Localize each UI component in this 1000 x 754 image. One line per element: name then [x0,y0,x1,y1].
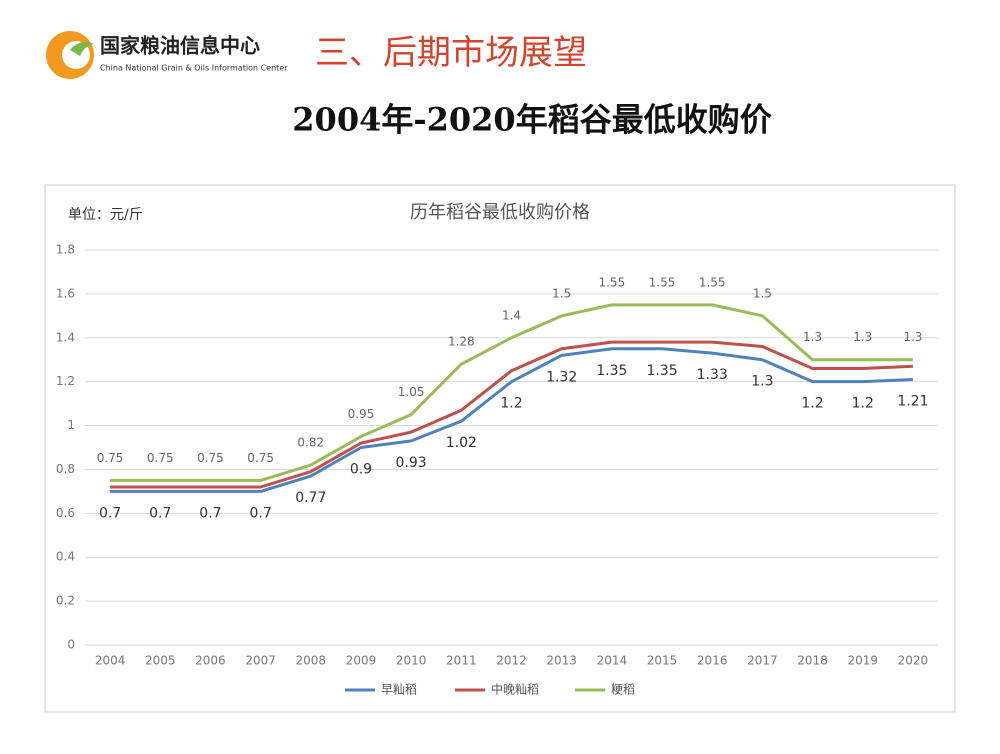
section-heading: 三、后期市场展望 [315,33,587,73]
chart-title: 历年稻谷最低收购价格 [410,202,590,223]
data-label: 1.35 [596,363,627,379]
data-label: 1.05 [398,385,425,399]
y-tick-label: 0.2 [56,594,75,608]
y-tick-label: 0.4 [56,550,75,564]
x-tick-label: 2007 [245,654,276,668]
logo-text: 国家粮油信息中心 [100,34,260,58]
x-tick-label: 2011 [446,654,477,668]
legend-label: 早籼稻 [381,683,417,697]
data-label: 0.75 [197,451,224,465]
data-label: 1.28 [448,335,475,349]
legend-label: 中晚籼稻 [491,682,539,697]
data-label: 1.33 [697,367,728,383]
y-tick-label: 1.4 [56,330,75,344]
data-label: 0.7 [199,505,221,521]
data-label: 1.2 [500,396,522,412]
data-label: 1.3 [751,374,773,390]
data-label: 1.3 [903,330,922,344]
data-label: 1.55 [598,275,625,289]
series-line [110,303,913,482]
data-label: 1.4 [502,308,521,322]
x-tick-label: 2020 [898,654,929,668]
y-tick-label: 0.6 [56,506,75,520]
x-tick-label: 2005 [145,654,176,668]
x-tick-label: 2008 [296,654,327,668]
x-tick-label: 2019 [847,654,878,668]
x-tick-label: 2013 [546,654,577,668]
x-tick-label: 2012 [496,654,527,668]
data-label: 1.3 [853,330,872,344]
y-tick-label: 1.8 [56,243,75,257]
data-label: 0.75 [247,451,274,465]
data-label: 1.32 [546,369,577,385]
chart-frame [44,184,956,713]
data-label: 0.7 [249,505,271,521]
x-tick-label: 2016 [697,654,728,668]
x-tick-label: 2014 [597,654,628,668]
x-tick-label: 2018 [797,654,828,668]
data-label: 0.9 [350,462,372,478]
data-label: 1.5 [552,286,571,300]
y-tick-label: 0 [67,638,75,652]
data-label: 0.75 [97,451,124,465]
y-tick-label: 0.8 [56,462,75,476]
slide-title: 2004年-2020年稻谷最低收购价 [292,101,771,139]
data-label: 1.55 [699,275,726,289]
data-label: 1.2 [801,396,823,412]
series-line [110,340,913,489]
data-label: 1.3 [803,330,822,344]
data-label: 1.21 [897,393,928,409]
x-tick-label: 2004 [95,654,126,668]
y-tick-label: 1.2 [56,374,75,388]
data-label: 1.35 [646,363,677,379]
data-label: 0.7 [149,505,171,521]
x-tick-label: 2017 [747,654,778,668]
data-label: 1.02 [446,435,477,451]
x-tick-label: 2009 [346,654,377,668]
x-tick-label: 2006 [195,654,226,668]
logo-subtext: China National Grain & Oils Information … [100,64,288,73]
y-tick-label: 1.6 [56,286,75,300]
data-label: 0.95 [348,407,375,421]
data-label: 0.77 [295,490,326,506]
legend-label: 粳稻 [611,683,635,697]
data-label: 1.5 [753,286,772,300]
data-label: 0.7 [99,505,121,521]
series-line [110,347,913,493]
logo-icon [46,31,94,79]
data-label: 0.82 [297,436,324,450]
data-label: 0.93 [396,455,427,471]
y-tick-label: 1 [67,418,75,432]
x-tick-label: 2010 [396,654,427,668]
x-tick-label: 2015 [647,654,678,668]
data-label: 1.55 [649,275,676,289]
data-label: 1.2 [852,396,874,412]
data-label: 0.75 [147,451,174,465]
unit-label: 单位：元/斤 [68,207,143,223]
